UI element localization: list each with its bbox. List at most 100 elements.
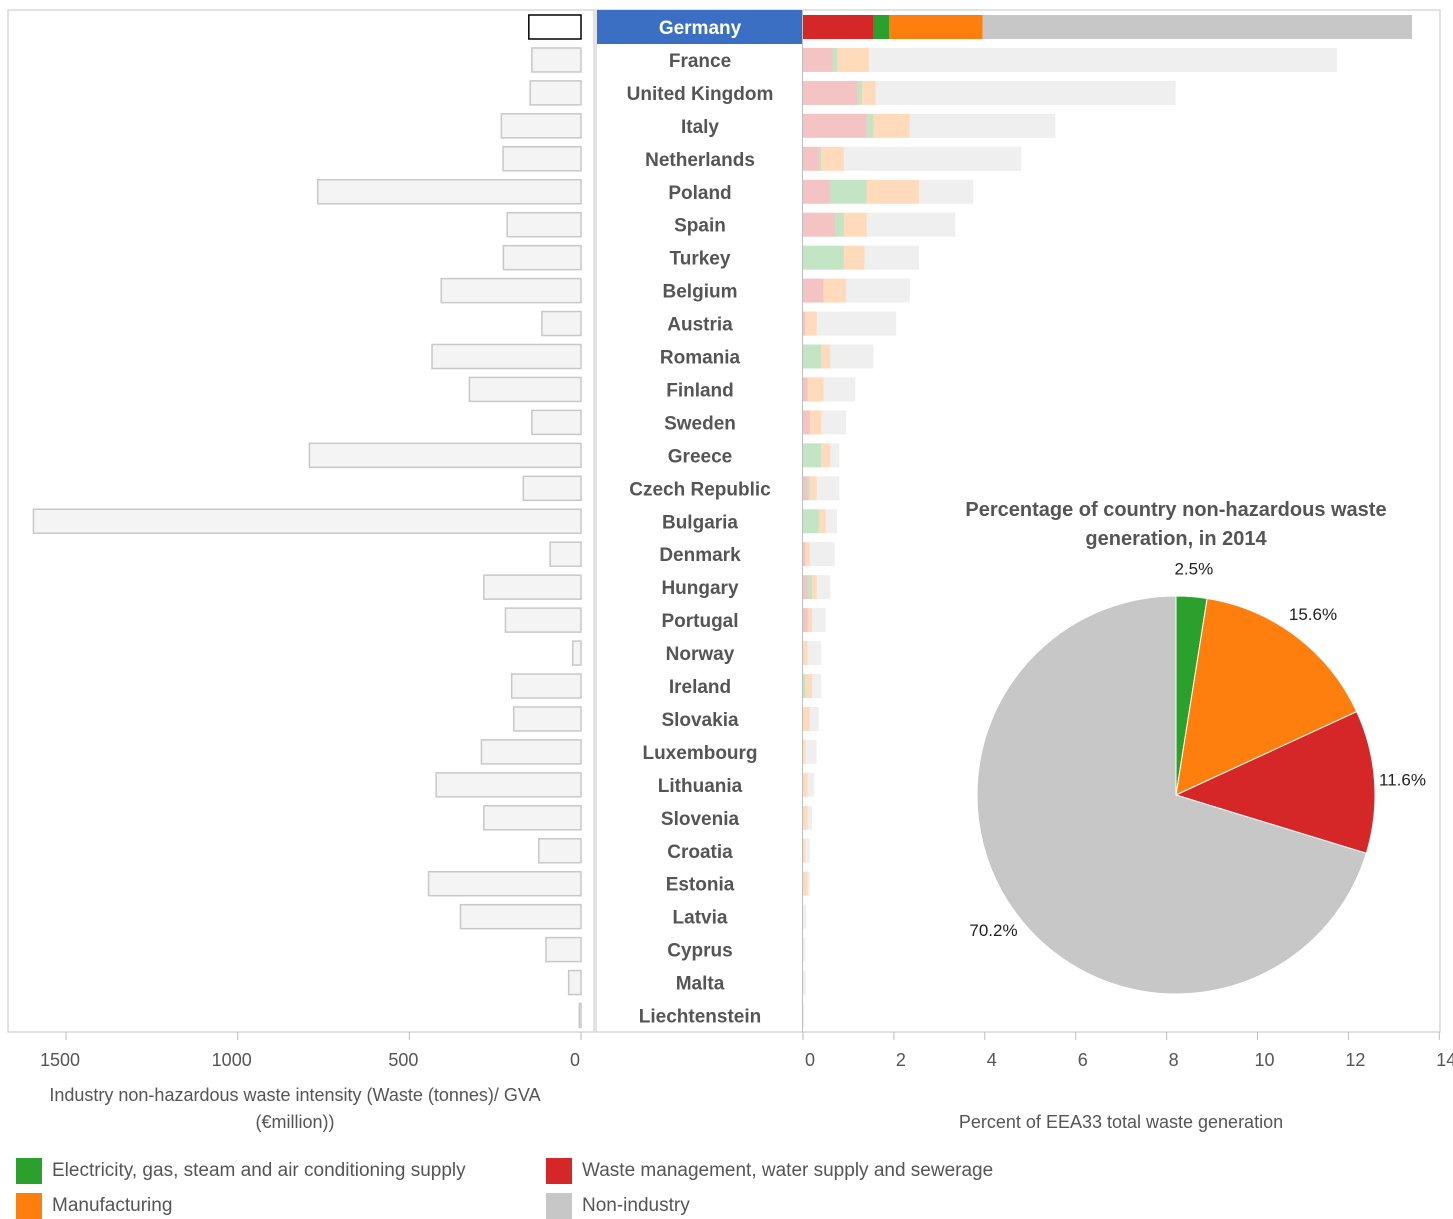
right-bar-france-manufacturing — [837, 47, 869, 72]
country-label-finland: Finland — [666, 380, 734, 401]
left-axis-label: Industry non-hazardous waste intensity (… — [49, 1085, 540, 1105]
pie-title-line-2: generation, in 2014 — [1085, 528, 1267, 550]
right-tick-label-12: 12 — [1345, 1050, 1365, 1070]
country-label-france: France — [669, 51, 731, 72]
right-bar-romania-non-industry — [830, 344, 874, 369]
left-bar-czech-republic — [522, 475, 582, 502]
right-bar-greece-non-industry — [830, 443, 840, 468]
right-tick-label-8: 8 — [1169, 1050, 1179, 1070]
pie-chart: Percentage of country non-hazardous wast… — [965, 499, 1426, 995]
right-bar-norway-manufacturing — [803, 641, 808, 666]
country-label-slovakia: Slovakia — [661, 710, 739, 731]
right-bar-poland-waste-management-water-supply-and-sewerage — [803, 179, 831, 204]
left-bar-portugal — [504, 607, 582, 633]
left-bar-latvia — [459, 903, 582, 930]
left-bar-cyprus — [545, 936, 582, 963]
country-label-spain: Spain — [674, 216, 726, 237]
right-tick-label-14: 14 — [1436, 1050, 1453, 1070]
right-bar-ireland-non-industry — [812, 674, 822, 698]
right-bar-germany-waste-management-water-supply-and-sewerage — [803, 15, 874, 39]
right-bar-belgium-non-industry — [846, 278, 910, 303]
right-axis-label: Percent of EEA33 total waste generation — [959, 1112, 1283, 1132]
left-tick-label-500: 500 — [388, 1050, 418, 1070]
country-label-sweden: Sweden — [664, 413, 736, 434]
left-bar-france — [531, 47, 582, 73]
right-bar-lithuania-non-industry — [807, 772, 815, 797]
country-label-malta: Malta — [676, 974, 725, 995]
right-bar-croatia-non-industry — [805, 838, 810, 863]
right-bar-slovakia-manufacturing — [803, 706, 810, 731]
right-bar-latvia-non-industry — [803, 904, 807, 929]
right-bar-greece-electricity-gas-steam-and-air-conditioning-supply — [803, 443, 822, 468]
right-bar-portugal-manufacturing — [807, 608, 813, 633]
country-label-turkey: Turkey — [670, 249, 731, 270]
right-bar-estonia-manufacturing — [803, 871, 808, 896]
right-bar-netherlands-electricity-gas-steam-and-air-conditioning-supply — [818, 146, 822, 171]
highlight-box-germany — [597, 10, 802, 44]
right-bar-czech-republic-manufacturing — [809, 476, 817, 501]
country-label-portugal: Portugal — [661, 611, 738, 632]
right-bar-poland-non-industry — [918, 179, 974, 204]
right-bar-turkey-non-industry — [864, 245, 919, 270]
right-bar-croatia-manufacturing — [803, 838, 806, 863]
left-bar-norway — [572, 640, 582, 666]
right-bar-united-kingdom-manufacturing — [862, 80, 876, 105]
right-bar-romania-electricity-gas-steam-and-air-conditioning-supply — [803, 344, 822, 369]
right-bar-czech-republic-waste-management-water-supply-and-sewerage — [803, 476, 808, 501]
pie-label-manufacturing: 15.6% — [1289, 605, 1337, 624]
pie-slice-manufacturing — [1175, 597, 1358, 796]
right-bar-united-kingdom-waste-management-water-supply-and-sewerage — [803, 80, 858, 105]
left-bar-luxembourg — [480, 739, 582, 765]
right-tick-label-10: 10 — [1254, 1050, 1274, 1070]
country-label-slovenia: Slovenia — [661, 809, 740, 830]
country-label-bulgaria: Bulgaria — [662, 512, 738, 533]
country-label-denmark: Denmark — [659, 545, 741, 566]
right-bar-italy-manufacturing — [873, 113, 910, 138]
country-label-germany: Germany — [659, 18, 742, 39]
pie-label-electricity-gas-steam-and-air-conditioning-supply: 2.5% — [1174, 560, 1213, 579]
right-bar-austria-waste-management-water-supply-and-sewerage — [803, 311, 806, 336]
right-bar-turkey-manufacturing — [843, 245, 865, 270]
country-label-luxembourg: Luxembourg — [642, 743, 757, 764]
country-label-cyprus: Cyprus — [667, 941, 732, 962]
left-bar-malta — [567, 969, 582, 996]
left-bar-greece — [308, 442, 582, 469]
right-bar-hungary-waste-management-water-supply-and-sewerage — [803, 575, 808, 600]
right-bar-poland-electricity-gas-steam-and-air-conditioning-supply — [830, 179, 867, 204]
legend-swatch-manufacturing — [16, 1193, 42, 1219]
pie-label-non-industry: 70.2% — [969, 921, 1017, 940]
right-bar-czech-republic-non-industry — [816, 476, 840, 501]
right-bar-austria-manufacturing — [805, 311, 817, 336]
right-bar-italy-waste-management-water-supply-and-sewerage — [803, 113, 867, 138]
right-bar-luxembourg-manufacturing — [803, 739, 806, 764]
right-bar-denmark-waste-management-water-supply-and-sewerage — [803, 542, 806, 567]
country-label-group: Germany France United Kingdom Italy Netherla… — [597, 10, 802, 1028]
right-bar-denmark-non-industry — [809, 542, 835, 567]
left-bar-belgium — [440, 277, 582, 304]
right-bar-spain-waste-management-water-supply-and-sewerage — [803, 212, 835, 237]
left-bar-denmark — [549, 541, 582, 567]
right-bar-netherlands-manufacturing — [821, 146, 844, 171]
right-tick-label-2: 2 — [896, 1050, 906, 1070]
left-bar-finland — [468, 376, 582, 403]
right-tick-label-0: 0 — [805, 1050, 815, 1070]
right-bar-cyprus-non-industry — [803, 937, 806, 962]
right-bar-ireland-electricity-gas-steam-and-air-conditioning-supply — [803, 674, 806, 698]
right-bar-spain-electricity-gas-steam-and-air-conditioning-supply — [834, 212, 844, 237]
right-bar-netherlands-non-industry — [843, 146, 1022, 171]
right-bar-sweden-manufacturing — [809, 410, 822, 435]
pie-slice-waste-management-water-supply-and-sewerage — [1174, 710, 1376, 854]
left-bar-croatia — [538, 838, 582, 864]
right-bar-estonia-non-industry — [807, 871, 810, 896]
right-bar-united-kingdom-electricity-gas-steam-and-air-conditioning-supply — [857, 80, 863, 105]
right-bar-bulgaria-electricity-gas-steam-and-air-conditioning-supply — [803, 509, 819, 534]
left-bar-italy — [500, 113, 582, 139]
right-bar-france-non-industry — [868, 47, 1338, 72]
left-bar-bulgaria — [32, 508, 582, 534]
right-bar-germany-non-industry — [982, 15, 1413, 39]
right-bar-portugal-waste-management-water-supply-and-sewerage — [803, 608, 808, 633]
country-label-ireland: Ireland — [669, 677, 731, 698]
legend-swatch-waste-management — [546, 1158, 572, 1184]
country-label-hungary: Hungary — [661, 578, 739, 599]
